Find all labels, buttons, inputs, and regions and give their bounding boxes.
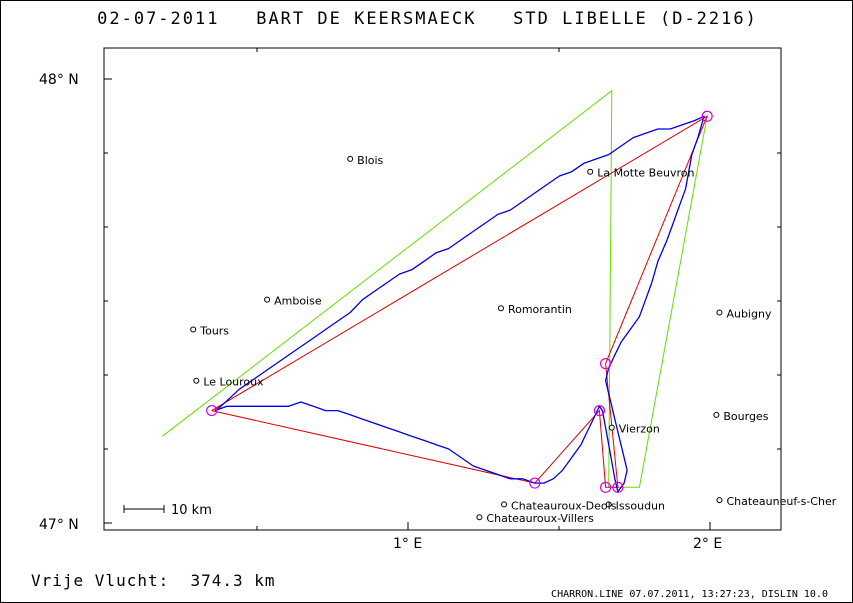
town-label: La Motte Beuvron: [597, 167, 694, 180]
task-route-line: [211, 115, 709, 488]
town-label: Bourges: [723, 410, 768, 423]
town-dot: [716, 309, 723, 316]
town-marker: La Motte Beuvron: [587, 167, 694, 180]
town-marker: Romorantin: [497, 303, 572, 316]
town-label: Romorantin: [508, 303, 572, 316]
lat-label-47: 47° N: [39, 517, 79, 533]
town-label: Chateauneuf-s-Cher: [726, 495, 836, 508]
town-marker: Aubigny: [716, 307, 772, 320]
town-dot: [713, 411, 720, 418]
map-frame: 48° N 47° N 1° E 2° E: [39, 47, 782, 552]
turnpoint-marker: [529, 477, 541, 489]
town-marker: Bourges: [713, 410, 769, 423]
town-marker: Blois: [347, 154, 384, 167]
town-dot: [605, 501, 612, 508]
route-layer: [211, 115, 709, 488]
turnpoint-layer: [206, 110, 713, 493]
town-dot: [193, 377, 200, 384]
town-label: Tours: [199, 325, 229, 338]
town-layer: Blois La Motte Beuvron Aubigny Amboise Romor…: [190, 154, 837, 525]
town-label: Aubigny: [726, 307, 771, 320]
town-marker: Amboise: [264, 295, 322, 308]
turnpoint-marker: [599, 481, 612, 493]
town-marker: Tours: [190, 325, 229, 338]
map-border: [103, 47, 782, 531]
flight-date: 02-07-2011: [97, 9, 220, 29]
lon-label-2: 2° E: [693, 536, 722, 552]
distance-summary: Vrije Vlucht: 374.3 km: [31, 571, 276, 590]
flight-title: 02-07-2011 BART DE KEERSMAECK STD LIBELL…: [1, 9, 852, 29]
turnpoint-marker: [701, 110, 713, 122]
town-dot: [587, 168, 594, 175]
turnpoint-marker: [599, 358, 612, 370]
town-dot: [264, 296, 271, 303]
source-credit: CHARRON.LINE 07.07.2011, 13:27:23, DISLI…: [551, 589, 828, 600]
town-label: Chateauroux-Deols: [511, 499, 617, 512]
town-label: Le Louroux: [203, 376, 264, 389]
town-marker: Vierzon: [608, 423, 660, 436]
town-dot: [476, 514, 483, 521]
town-dot: [347, 155, 354, 162]
flight-track: [214, 115, 705, 493]
town-dot: [501, 501, 508, 508]
turnpoint-marker: [612, 481, 624, 493]
turnpoint-marker: [206, 404, 218, 417]
scale-bar: 10 km: [123, 503, 212, 518]
lat-label-48: 48° N: [39, 72, 79, 88]
town-marker: Chateauneuf-s-Cher: [716, 495, 837, 508]
town-label: Amboise: [274, 295, 322, 308]
town-dot: [497, 305, 504, 312]
turnpoint-marker: [593, 404, 606, 417]
scale-bar-label: 10 km: [171, 503, 212, 518]
pilot-name: BART DE KEERSMAECK: [256, 9, 477, 29]
town-marker: Chateauroux-Villers: [476, 512, 594, 525]
town-marker: Issoudun: [605, 499, 665, 512]
town-marker: Chateauroux-Deols: [501, 499, 617, 512]
town-label: Chateauroux-Villers: [486, 512, 594, 525]
town-marker: Le Louroux: [193, 376, 264, 389]
town-dot: [716, 497, 723, 504]
lon-label-1: 1° E: [393, 536, 422, 552]
glider-name: STD LIBELLE (D-2216): [513, 9, 758, 29]
town-dot: [190, 326, 197, 333]
track-layer: [214, 115, 705, 493]
town-label: Issoudun: [616, 499, 665, 512]
town-dot: [608, 424, 615, 431]
town-label: Blois: [357, 154, 383, 167]
town-label: Vierzon: [619, 423, 660, 436]
